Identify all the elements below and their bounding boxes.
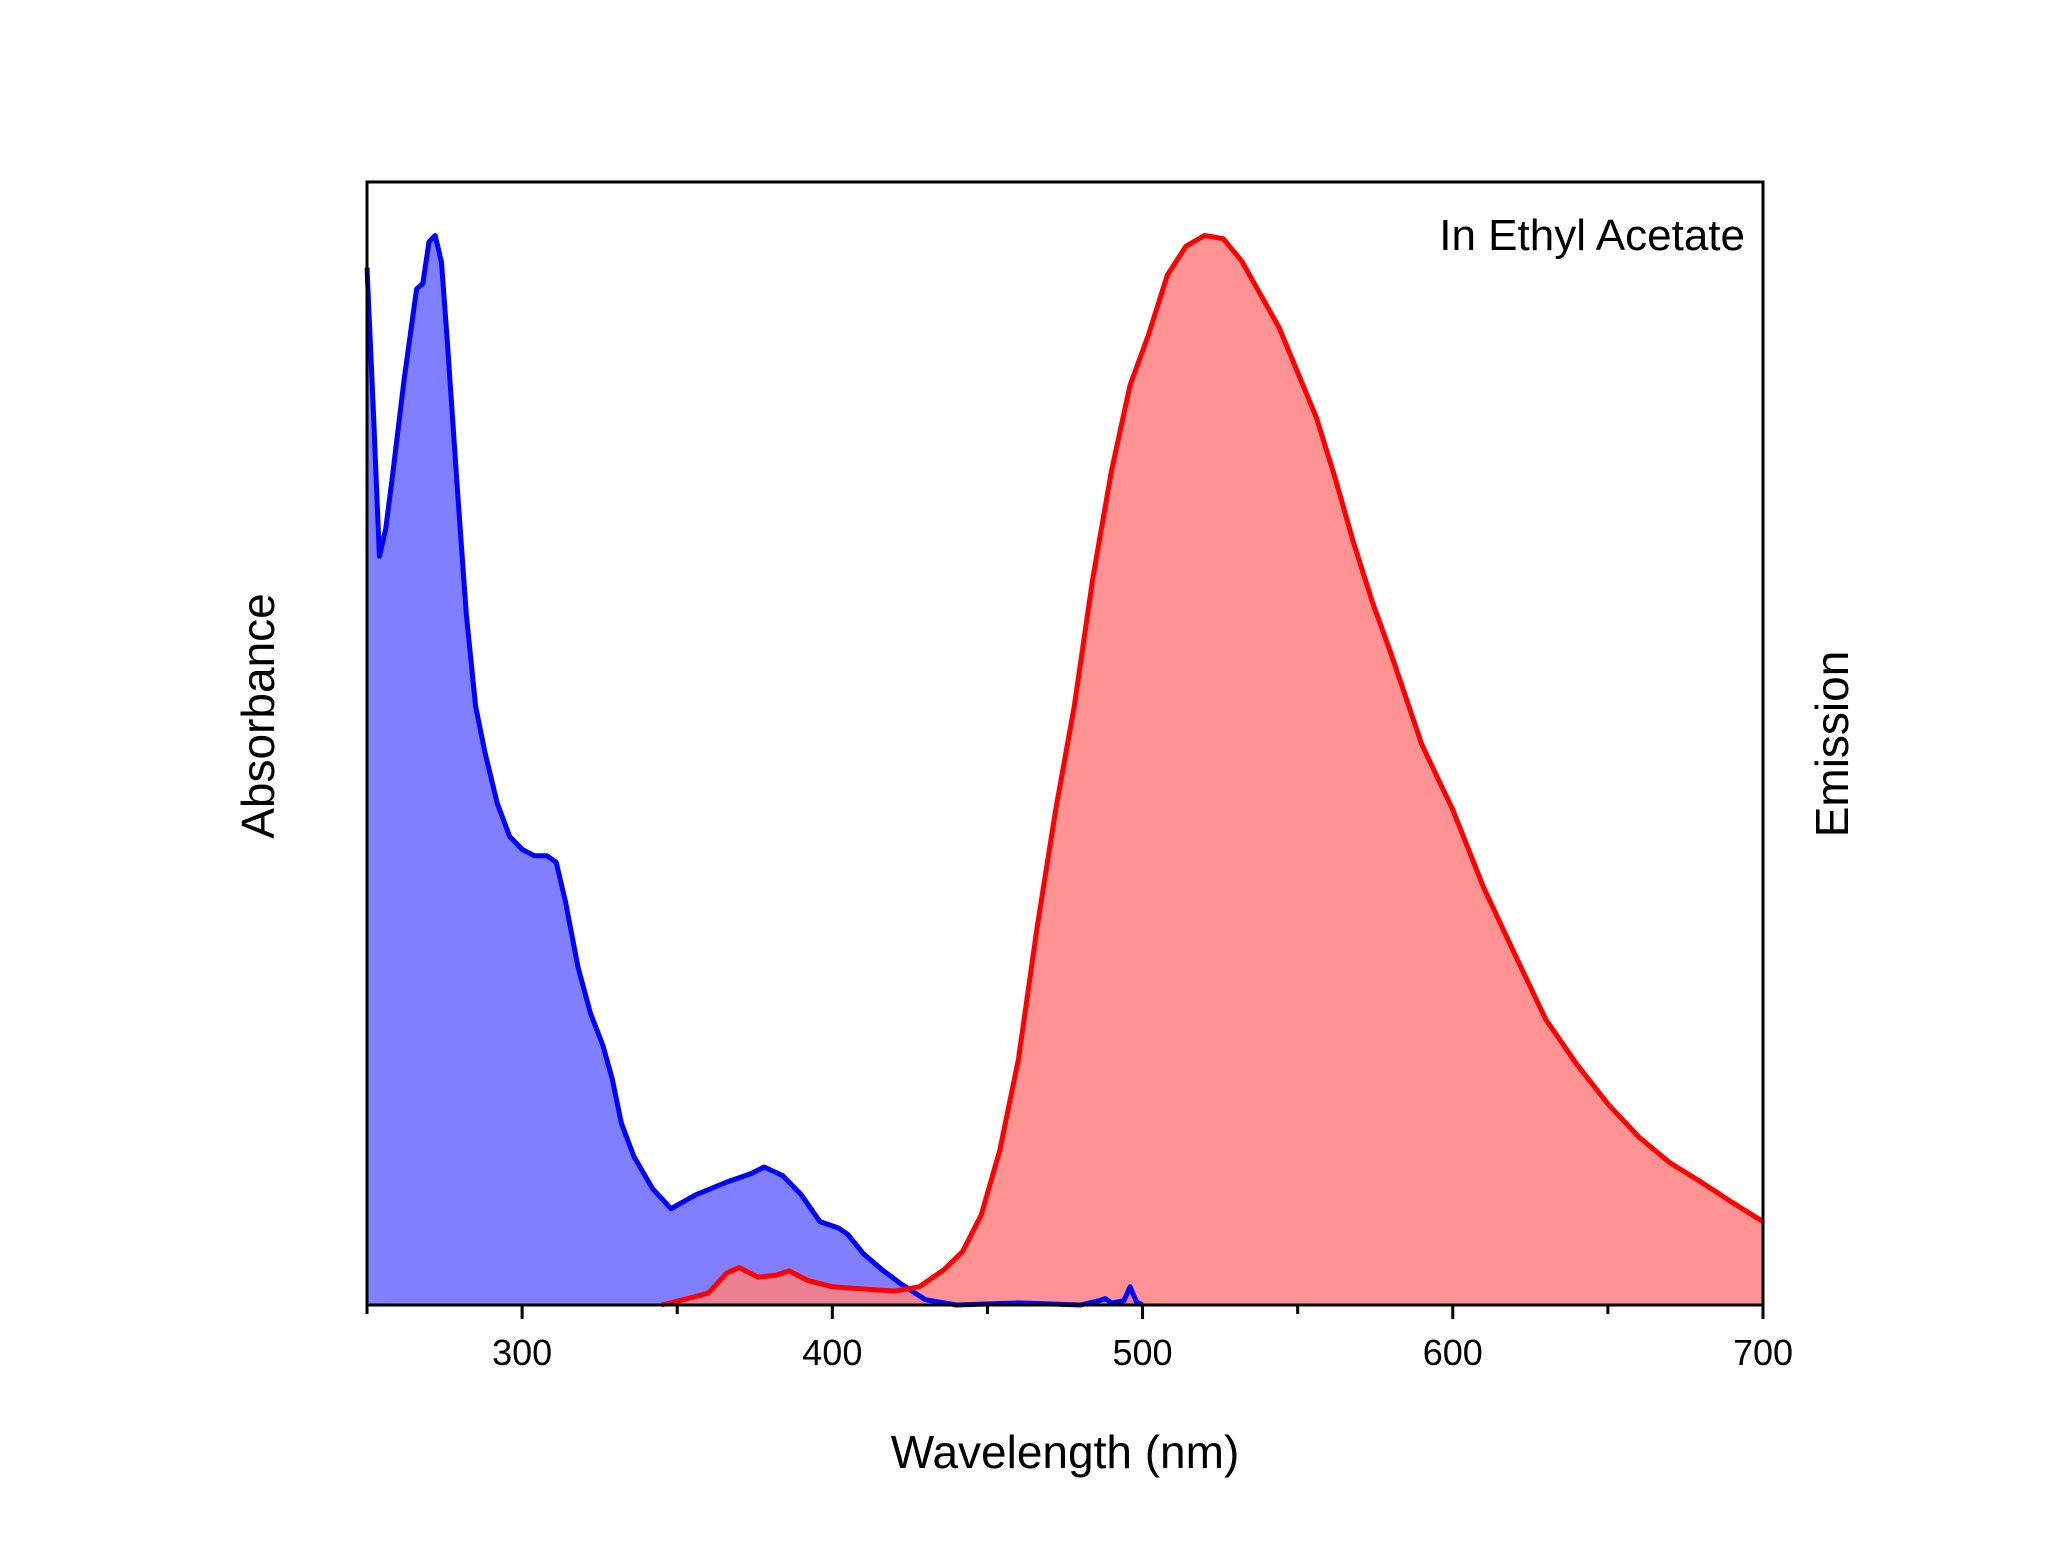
- x-tick-label: 700: [1733, 1332, 1793, 1373]
- y-axis-title-left: Absorbance: [232, 593, 284, 839]
- x-tick-label: 400: [802, 1332, 862, 1373]
- x-tick-label: 600: [1423, 1332, 1483, 1373]
- emission-line: [661, 233, 1765, 1308]
- series-layer: [364, 233, 1765, 1308]
- x-axis-ticks: 300 400 500 600 700: [365, 1305, 1793, 1373]
- x-tick-label: 300: [492, 1332, 552, 1373]
- annotation-label: In Ethyl Acetate: [1439, 211, 1745, 260]
- plot-frame: [365, 180, 1765, 1307]
- absorbance-area: [367, 235, 1143, 1305]
- emission-area: [661, 235, 1764, 1305]
- x-axis-title: Wavelength (nm): [891, 1426, 1240, 1478]
- y-axis-title-right: Emission: [1806, 651, 1858, 838]
- x-tick-label: 500: [1113, 1332, 1173, 1373]
